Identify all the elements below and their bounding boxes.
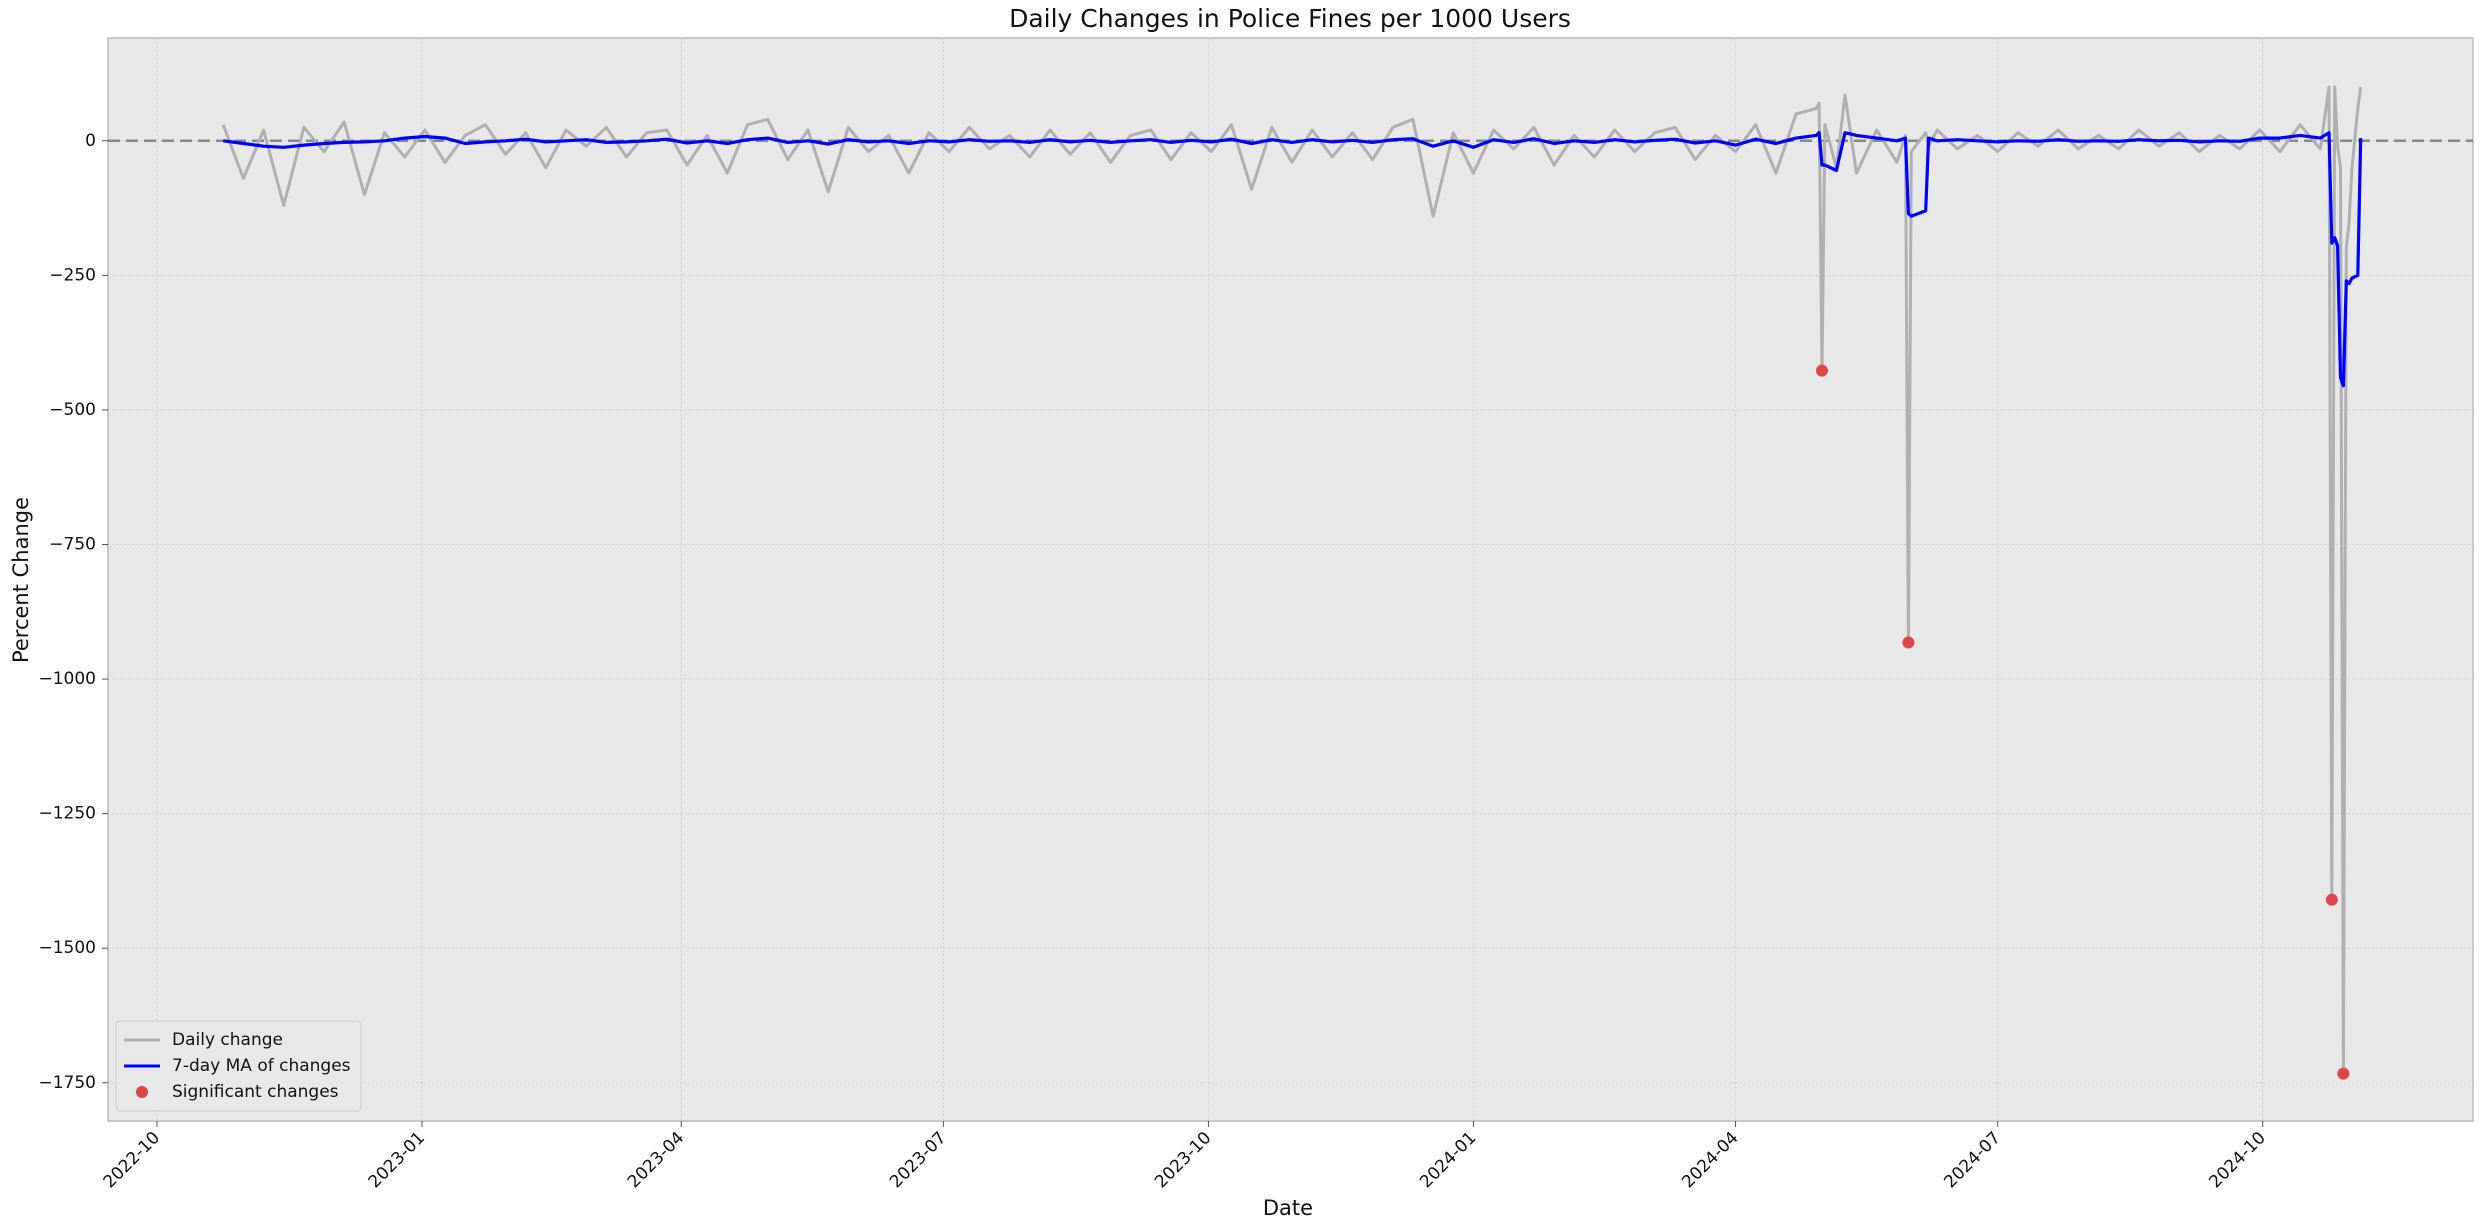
x-tick-label: 2024-10: [2205, 1128, 2269, 1192]
marks: [108, 85, 2473, 1080]
x-tick-label: 2023-07: [886, 1128, 950, 1192]
y-tick-label: −750: [49, 535, 96, 555]
x-tick-label: 2024-07: [1940, 1128, 2004, 1192]
x-tick-label: 2023-04: [624, 1128, 688, 1192]
legend: Daily change 7-day MA of changes Significa…: [115, 1020, 362, 1112]
x-tick-label: 2023-10: [1151, 1128, 1215, 1192]
y-tick-label: −1500: [38, 938, 96, 958]
significant-point: [1815, 364, 1828, 377]
y-tick-label: −1000: [38, 669, 96, 689]
x-axis-label: Date: [1263, 1196, 1313, 1220]
legend-label: Significant changes: [172, 1082, 339, 1102]
legend-label: Daily change: [172, 1030, 283, 1050]
x-tick-label: 2024-04: [1678, 1128, 1742, 1192]
x-tick-label: 2023-01: [365, 1128, 429, 1192]
legend-symbol: [136, 1086, 148, 1098]
x-tick-label: 2024-01: [1416, 1128, 1480, 1192]
plot-area: [107, 37, 2474, 1122]
series-line: [222, 131, 2363, 388]
y-axis-label: Percent Change: [9, 497, 33, 663]
y-tick-label: −1750: [38, 1073, 96, 1093]
y-tick-label: −250: [49, 265, 96, 285]
significant-point: [2325, 893, 2338, 906]
legend-label: 7-day MA of changes: [172, 1056, 351, 1076]
x-tick-label: 2022-10: [100, 1128, 164, 1192]
significant-point: [1902, 636, 1915, 649]
y-tick-label: −1250: [38, 804, 96, 824]
y-tick-label: −500: [49, 400, 96, 420]
legend-box: [115, 1020, 362, 1112]
chart-title: Daily Changes in Police Fines per 1000 U…: [1009, 4, 1571, 33]
y-tick-label: 0: [85, 131, 96, 151]
significant-point: [2337, 1067, 2350, 1080]
